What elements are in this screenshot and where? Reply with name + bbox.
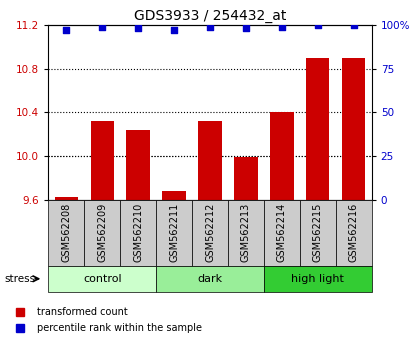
Text: GSM562209: GSM562209 [97,203,107,262]
Point [99,24,105,29]
Point [63,27,70,33]
Bar [156,200,192,266]
Text: control: control [83,274,121,284]
Text: GSM562208: GSM562208 [61,203,71,262]
Bar [264,266,372,292]
Text: GSM562213: GSM562213 [241,203,251,262]
Bar [264,200,300,266]
Text: GSM562211: GSM562211 [169,203,179,262]
Bar [228,200,264,266]
Bar [198,121,222,200]
Bar [48,200,84,266]
Text: GSM562216: GSM562216 [349,203,359,262]
Point [243,25,249,31]
Text: GSM562212: GSM562212 [205,203,215,262]
Text: stress: stress [4,274,35,284]
Text: high light: high light [291,274,344,284]
Bar [84,200,120,266]
Bar [120,200,156,266]
Bar [126,130,150,200]
Bar [336,200,372,266]
Point [207,24,213,29]
Text: GSM562215: GSM562215 [313,203,323,262]
Bar [91,121,114,200]
Bar [192,200,228,266]
Bar [306,58,329,200]
Bar [48,266,156,292]
Bar [300,200,336,266]
Point [278,24,285,29]
Bar [163,191,186,200]
Text: percentile rank within the sample: percentile rank within the sample [37,323,202,333]
Text: transformed count: transformed count [37,307,127,316]
Point [315,22,321,28]
Point [135,25,142,31]
Point [171,27,177,33]
Text: dark: dark [197,274,223,284]
Bar [55,197,78,200]
Point [350,22,357,28]
Bar [342,58,365,200]
Text: GDS3933 / 254432_at: GDS3933 / 254432_at [134,9,286,23]
Bar [270,112,294,200]
Text: GSM562210: GSM562210 [133,203,143,262]
Bar [234,157,257,200]
Bar [156,266,264,292]
Text: GSM562214: GSM562214 [277,203,287,262]
